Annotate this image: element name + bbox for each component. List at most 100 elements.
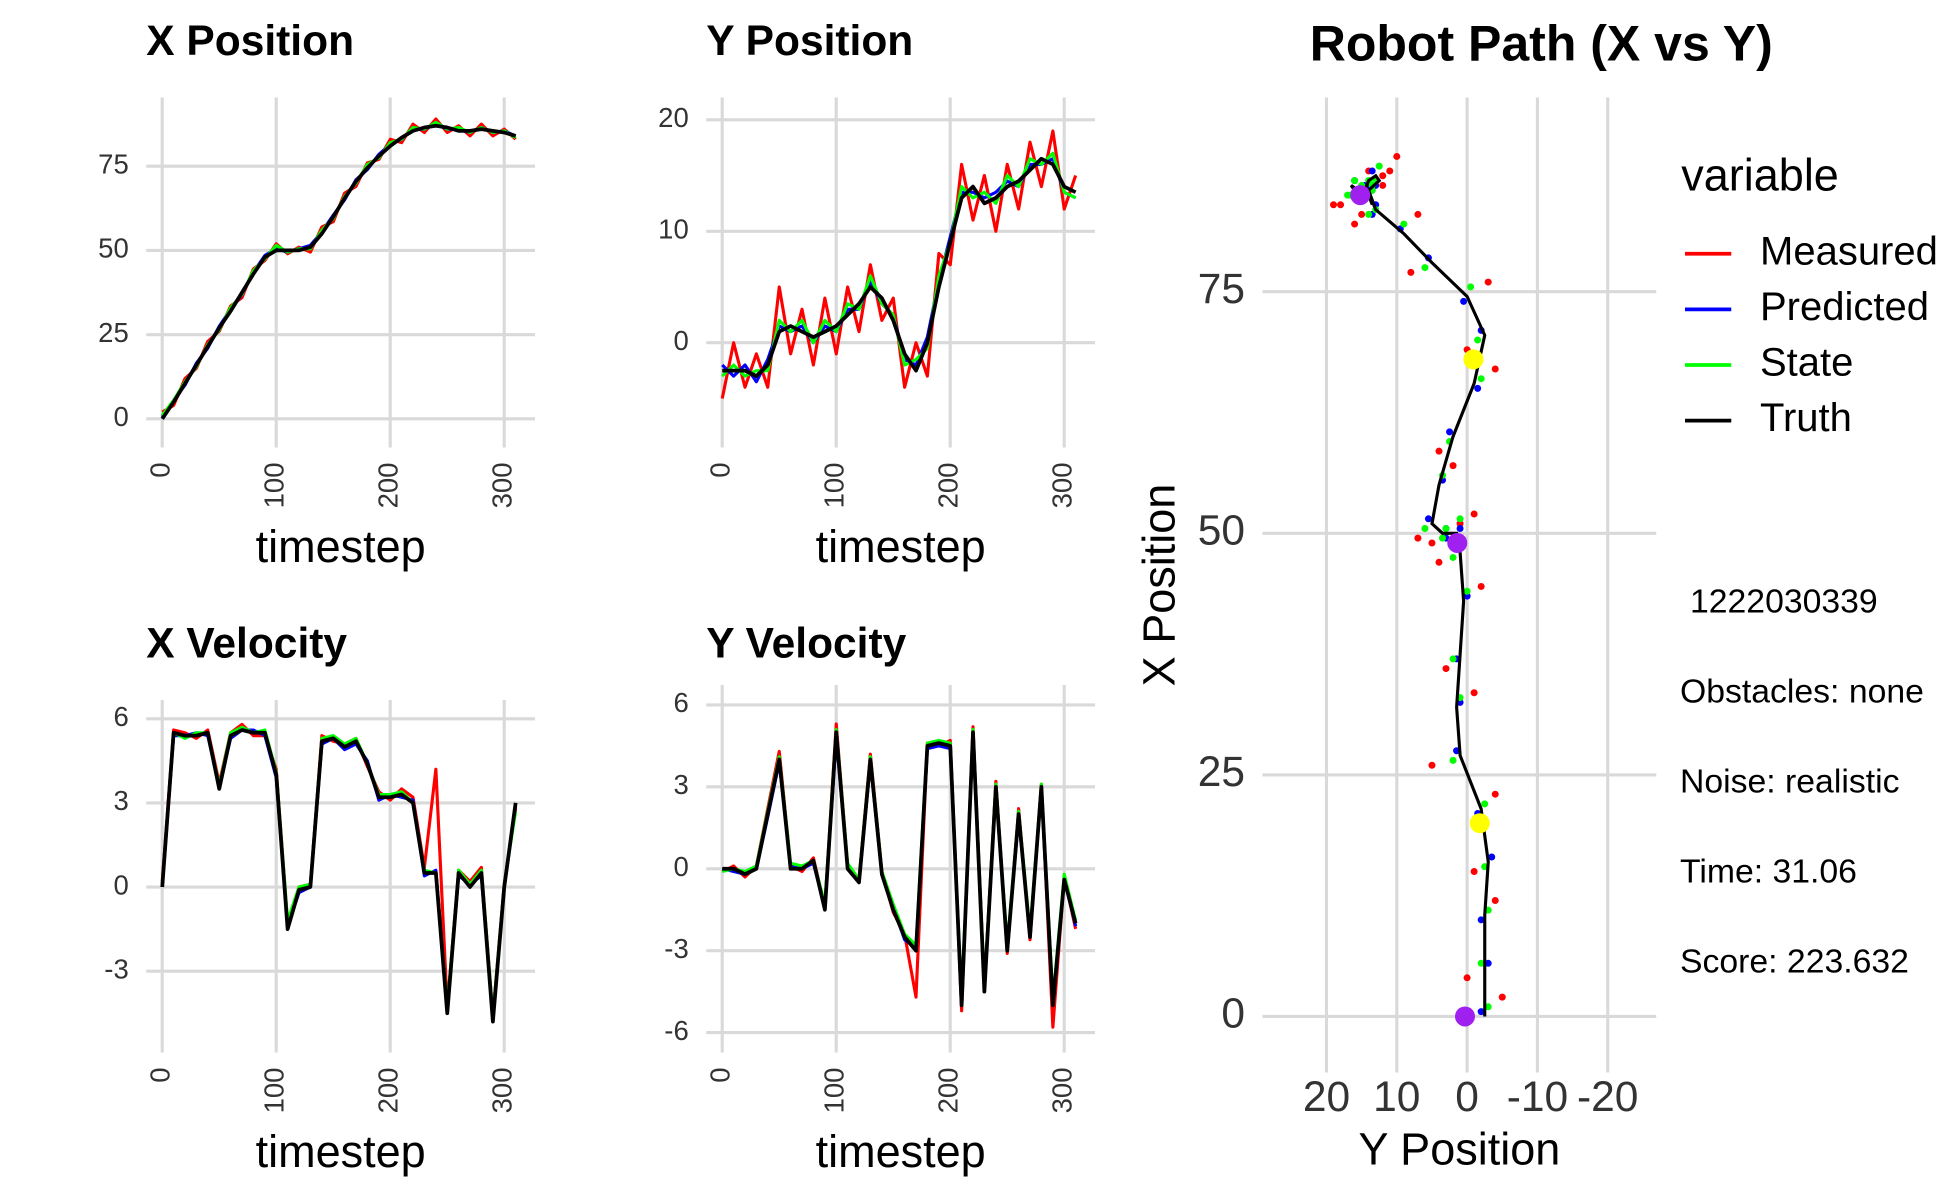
x-tick-label: 100	[818, 462, 849, 508]
x-tick-label: 100	[258, 1068, 289, 1114]
path-point	[1467, 283, 1475, 291]
panel-title: X Velocity	[146, 620, 347, 667]
path-point	[1407, 268, 1415, 276]
path-point	[1484, 959, 1492, 967]
annotation: Score: 223.632	[1680, 943, 1909, 981]
legend-label: State	[1760, 341, 1853, 385]
series-line	[161, 117, 517, 414]
x-axis-title: Y Position	[1358, 1123, 1560, 1174]
annotation: Noise: realistic	[1680, 763, 1899, 801]
path-point	[1481, 800, 1489, 808]
path-point	[1463, 974, 1471, 982]
path-point	[1421, 524, 1429, 532]
y-tick-label: 0	[673, 325, 688, 356]
path-point	[1379, 172, 1387, 180]
legend-label: Truth	[1760, 396, 1852, 440]
path-point	[1474, 384, 1482, 392]
path-point	[1424, 515, 1432, 523]
path-point	[1365, 210, 1373, 218]
y-tick-label: 10	[658, 214, 689, 245]
y-tick-label: 0	[113, 869, 128, 900]
annotation: 1222030339	[1690, 583, 1878, 621]
path-point	[1435, 447, 1443, 455]
x-tick-label: 300	[486, 1068, 517, 1114]
x-tick-label: 20	[1303, 1074, 1350, 1121]
y-tick-label: 6	[113, 701, 128, 732]
x-axis-title: timestep	[256, 1126, 426, 1177]
y-tick-label: 20	[658, 102, 689, 133]
annotation: Time: 31.06	[1680, 853, 1857, 891]
x-tick-label: 0	[704, 463, 735, 478]
highlight-point	[1350, 185, 1371, 206]
highlight-point	[1455, 1006, 1475, 1027]
path-point	[1358, 210, 1366, 218]
y-tick-label: 0	[113, 401, 128, 432]
y-tick-label: 25	[1198, 749, 1245, 796]
series-line	[160, 123, 517, 420]
panel-title: Y Velocity	[706, 620, 906, 667]
path-point	[1449, 553, 1457, 561]
x-tick-label: 300	[1046, 462, 1077, 508]
y-tick-label: 25	[98, 317, 129, 348]
y-tick-label: -6	[664, 1015, 688, 1046]
path-point	[1474, 336, 1482, 344]
x-tick-label: 0	[704, 1068, 735, 1083]
x-tick-label: 100	[258, 463, 289, 509]
path-point	[1386, 167, 1394, 175]
series-line	[160, 728, 518, 1024]
path-point	[1330, 201, 1338, 209]
y-tick-label: 0	[1221, 991, 1245, 1038]
path-point	[1470, 510, 1478, 518]
path-point	[1463, 592, 1471, 600]
path-point	[1470, 689, 1478, 697]
highlight-point	[1447, 532, 1468, 553]
y-tick-label: 75	[98, 148, 129, 179]
path-point	[1477, 375, 1485, 383]
path-point	[1463, 587, 1471, 595]
panel-title: Y Position	[706, 18, 913, 65]
path-point	[1491, 790, 1499, 798]
legend-label: Predicted	[1760, 285, 1929, 329]
x-axis-title: timestep	[256, 521, 426, 572]
y-tick-label: 3	[673, 769, 688, 800]
x-tick-label: 10	[1373, 1074, 1420, 1121]
x-tick-label: 200	[372, 463, 403, 509]
path-point	[1477, 916, 1485, 924]
path-point	[1446, 428, 1454, 436]
path-point	[1393, 152, 1401, 160]
y-tick-label: 3	[113, 785, 128, 816]
path-point	[1442, 524, 1450, 532]
path-point	[1460, 297, 1468, 305]
path-point	[1337, 201, 1345, 209]
path-point	[1488, 853, 1496, 861]
series-line	[720, 129, 1078, 399]
x-tick-label: -20	[1577, 1074, 1638, 1121]
path-point	[1491, 896, 1499, 904]
x-tick-label: 100	[818, 1067, 849, 1113]
path-point	[1449, 655, 1457, 663]
path-point	[1491, 365, 1499, 373]
y-tick-label: 6	[673, 687, 688, 718]
x-tick-label: 200	[932, 462, 963, 508]
path-point	[1477, 1008, 1485, 1016]
path-point	[1414, 534, 1422, 542]
y-tick-label: -3	[664, 933, 688, 964]
y-tick-label: 50	[1198, 508, 1245, 555]
path-point	[1456, 520, 1464, 528]
path-point	[1498, 993, 1506, 1001]
legend-title: variable	[1681, 150, 1839, 201]
path-point	[1470, 868, 1478, 876]
path-point	[1344, 191, 1352, 199]
path-point	[1456, 524, 1464, 532]
path-point	[1439, 534, 1446, 542]
path-point	[1484, 1003, 1492, 1011]
path-point	[1477, 959, 1485, 967]
x-tick-label: 300	[1046, 1067, 1077, 1113]
x-tick-label: 200	[932, 1067, 963, 1113]
panel-title: X Position	[146, 18, 354, 65]
y-tick-label: 75	[1198, 266, 1245, 313]
highlight-point	[1469, 813, 1490, 834]
x-tick-label: 300	[486, 463, 517, 509]
